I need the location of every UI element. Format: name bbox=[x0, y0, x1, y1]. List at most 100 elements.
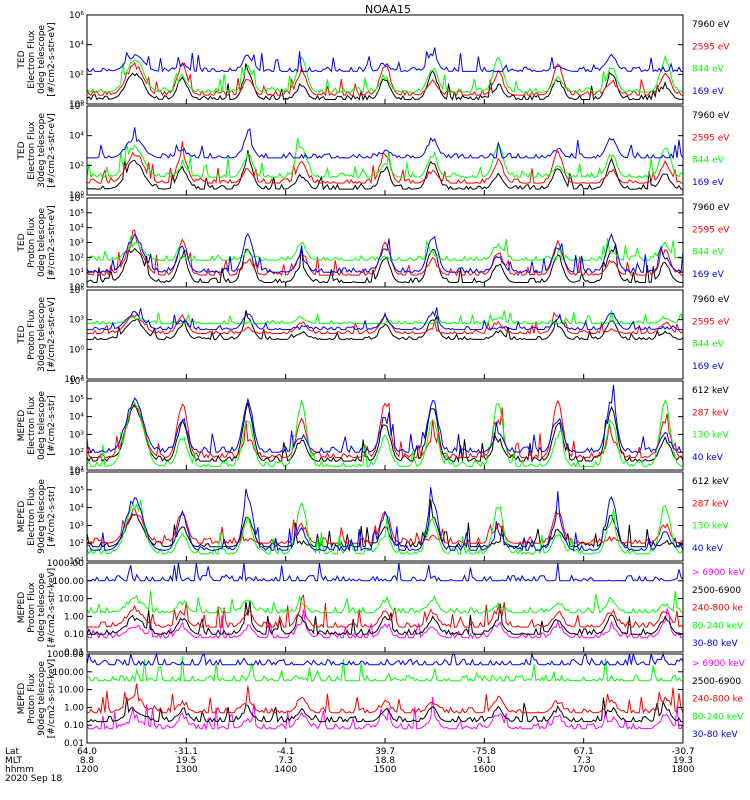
date-label: 2020 Sep 18 bbox=[5, 774, 62, 784]
legend-entry: 2500-6900 bbox=[692, 586, 741, 596]
legend-entry: 7960 eV bbox=[692, 203, 730, 213]
panel-5: 10¹ 10² 10³ 10⁴ 10⁵ 10⁶ MEPEDElectron Flux0deg… bbox=[17, 377, 729, 476]
y-tick-label: 10² bbox=[69, 448, 84, 458]
y-tick-label: 10³ bbox=[69, 521, 84, 531]
y-label-line: MEPED bbox=[17, 683, 27, 715]
y-tick-label: 1000.00 bbox=[47, 559, 84, 569]
series-8-4 bbox=[86, 656, 683, 683]
legend-entry: 2500-6900 bbox=[692, 677, 741, 687]
legend-entry: 169 eV bbox=[692, 270, 725, 280]
legend-entry: 130 keV bbox=[692, 522, 729, 532]
x-tick-label-lat: -4.1 bbox=[277, 747, 295, 757]
y-label-line: Proton Flux bbox=[27, 673, 37, 724]
y-axis-label: TEDElectron Flux0deg telescope[#/cm2-s-s… bbox=[17, 22, 57, 97]
legend-entry: 40 keV bbox=[692, 544, 724, 554]
series-7-3 bbox=[87, 594, 684, 629]
x-tick-label-hhmm: 1200 bbox=[76, 765, 99, 775]
y-label-line: TED bbox=[17, 50, 27, 69]
y-tick-label: 0.01 bbox=[64, 739, 84, 749]
series-1-2 bbox=[86, 61, 684, 97]
panel-7: 0.010.101.0010.00100.001000.00MEPEDProto… bbox=[17, 559, 746, 658]
y-tick-label: 10² bbox=[69, 70, 84, 80]
y-tick-label: 10⁴ bbox=[69, 224, 84, 234]
legend-entry: 80-240 keV bbox=[692, 712, 744, 722]
legend-entry: 30-80 keV bbox=[692, 730, 738, 740]
y-label-line: [#/cm2-s-str-eV] bbox=[47, 205, 57, 280]
series-7-1 bbox=[86, 608, 684, 640]
y-label-line: Proton Flux bbox=[27, 217, 37, 268]
y-axis-label: MEPEDElectron Flux0deg telescope[#/cm2-s… bbox=[17, 391, 57, 461]
legend-entry: 2595 eV bbox=[692, 133, 730, 143]
series-1-4 bbox=[86, 47, 683, 73]
y-label-line: Proton Flux bbox=[27, 309, 37, 360]
y-tick-label: 10¹ bbox=[69, 268, 84, 278]
y-tick-label: 1.00 bbox=[64, 703, 84, 713]
y-tick-label: 10⁶ bbox=[69, 286, 84, 296]
y-tick-label: 10.00 bbox=[58, 686, 84, 696]
y-label-line: MEPED bbox=[17, 410, 27, 442]
panel-6: 10¹ 10² 10³ 10⁴ 10⁵ 10⁶ MEPEDElectron Flux90de… bbox=[17, 468, 729, 567]
x-tick-label-hhmm: 1300 bbox=[175, 765, 198, 775]
series-2-1 bbox=[86, 150, 683, 191]
series-1-1 bbox=[86, 63, 684, 101]
y-tick-label: 10⁶ bbox=[69, 102, 84, 112]
series-1-3 bbox=[86, 54, 684, 94]
series-3-3 bbox=[86, 236, 684, 262]
series-6-3 bbox=[86, 499, 684, 556]
y-label-line: 0deg telescope bbox=[37, 25, 47, 95]
series-2-4 bbox=[87, 127, 684, 160]
y-label-line: 90deg telescope bbox=[37, 479, 47, 554]
legend-entry: 287 keV bbox=[692, 499, 729, 509]
y-tick-label: 10² bbox=[69, 253, 84, 263]
x-tick-label-mlt: 7.3 bbox=[279, 756, 293, 766]
x-tick-label-mlt: 9.1 bbox=[477, 756, 491, 766]
legend-entry: 612 keV bbox=[692, 386, 729, 396]
legend-entry: 169 eV bbox=[692, 87, 725, 97]
x-tick-label-mlt: 7.3 bbox=[577, 756, 591, 766]
series-3-4 bbox=[86, 232, 684, 274]
x-tick-label-lat: 67.1 bbox=[574, 747, 594, 757]
y-tick-label: 0.10 bbox=[64, 630, 84, 640]
legend-entry: 2595 eV bbox=[692, 317, 730, 327]
legend-entry: 7960 eV bbox=[692, 111, 730, 121]
legend-entry: 240-800 ke bbox=[692, 695, 743, 705]
y-tick-label: 10⁻³ bbox=[64, 375, 84, 385]
series-8-5 bbox=[86, 652, 684, 667]
legend-entry: 844 eV bbox=[692, 65, 725, 75]
y-tick-label: 100.00 bbox=[53, 577, 85, 587]
y-axis-label: TEDProton Flux30deg telescope[#/cm2-s-st… bbox=[17, 297, 57, 372]
y-label-line: 0deg telescope bbox=[37, 391, 47, 461]
y-label-line: [#/cm2-s-str-keV] bbox=[47, 659, 57, 738]
y-label-line: TED bbox=[17, 233, 27, 252]
panel-frame bbox=[86, 471, 684, 562]
y-axis-label: TEDProton Flux0deg telescope[#/cm2-s-str… bbox=[17, 205, 57, 280]
y-label-line: [#/cm2-s-str] bbox=[47, 395, 57, 455]
legend-entry: 844 eV bbox=[692, 156, 725, 166]
y-label-line: 0deg telescope bbox=[37, 208, 47, 278]
x-row-label: hhmm bbox=[5, 765, 34, 775]
y-tick-label: 100.00 bbox=[53, 668, 85, 678]
x-tick-label-hhmm: 1400 bbox=[274, 765, 297, 775]
series-2-2 bbox=[86, 141, 684, 185]
y-label-line: 30deg telescope bbox=[37, 113, 47, 188]
panel-3: 10⁰ 10¹ 10² 10³ 10⁴ 10⁵ 10⁶ TEDProton Flux0deg … bbox=[17, 194, 730, 293]
y-tick-label: 10⁴ bbox=[69, 41, 84, 51]
y-label-line: Proton Flux bbox=[27, 582, 37, 633]
legend-entry: 844 eV bbox=[692, 340, 725, 350]
legend-entry: 2595 eV bbox=[692, 225, 730, 235]
y-tick-label: 10² bbox=[69, 161, 84, 171]
y-tick-label: 0.01 bbox=[64, 648, 84, 658]
y-label-line: 0deg telescope bbox=[37, 573, 47, 643]
x-tick-label-lat: -30.7 bbox=[671, 747, 694, 757]
x-tick-label-lat: 39.7 bbox=[375, 747, 395, 757]
panel-8: 0.010.101.0010.00100.001000.00MEPEDProto… bbox=[17, 650, 746, 749]
y-label-line: 90deg telescope bbox=[37, 661, 47, 736]
y-axis-label: MEPEDProton Flux0deg telescope[#/cm2-s-s… bbox=[17, 568, 57, 647]
y-tick-label: 10⁵ bbox=[69, 395, 84, 405]
y-tick-label: 10¹ bbox=[69, 466, 84, 476]
y-tick-label: 10⁰ bbox=[69, 100, 84, 110]
y-label-line: Electron Flux bbox=[27, 487, 37, 546]
y-axis-label: MEPEDElectron Flux90deg telescope[#/cm2-… bbox=[17, 479, 57, 554]
y-label-line: 30deg telescope bbox=[37, 297, 47, 372]
